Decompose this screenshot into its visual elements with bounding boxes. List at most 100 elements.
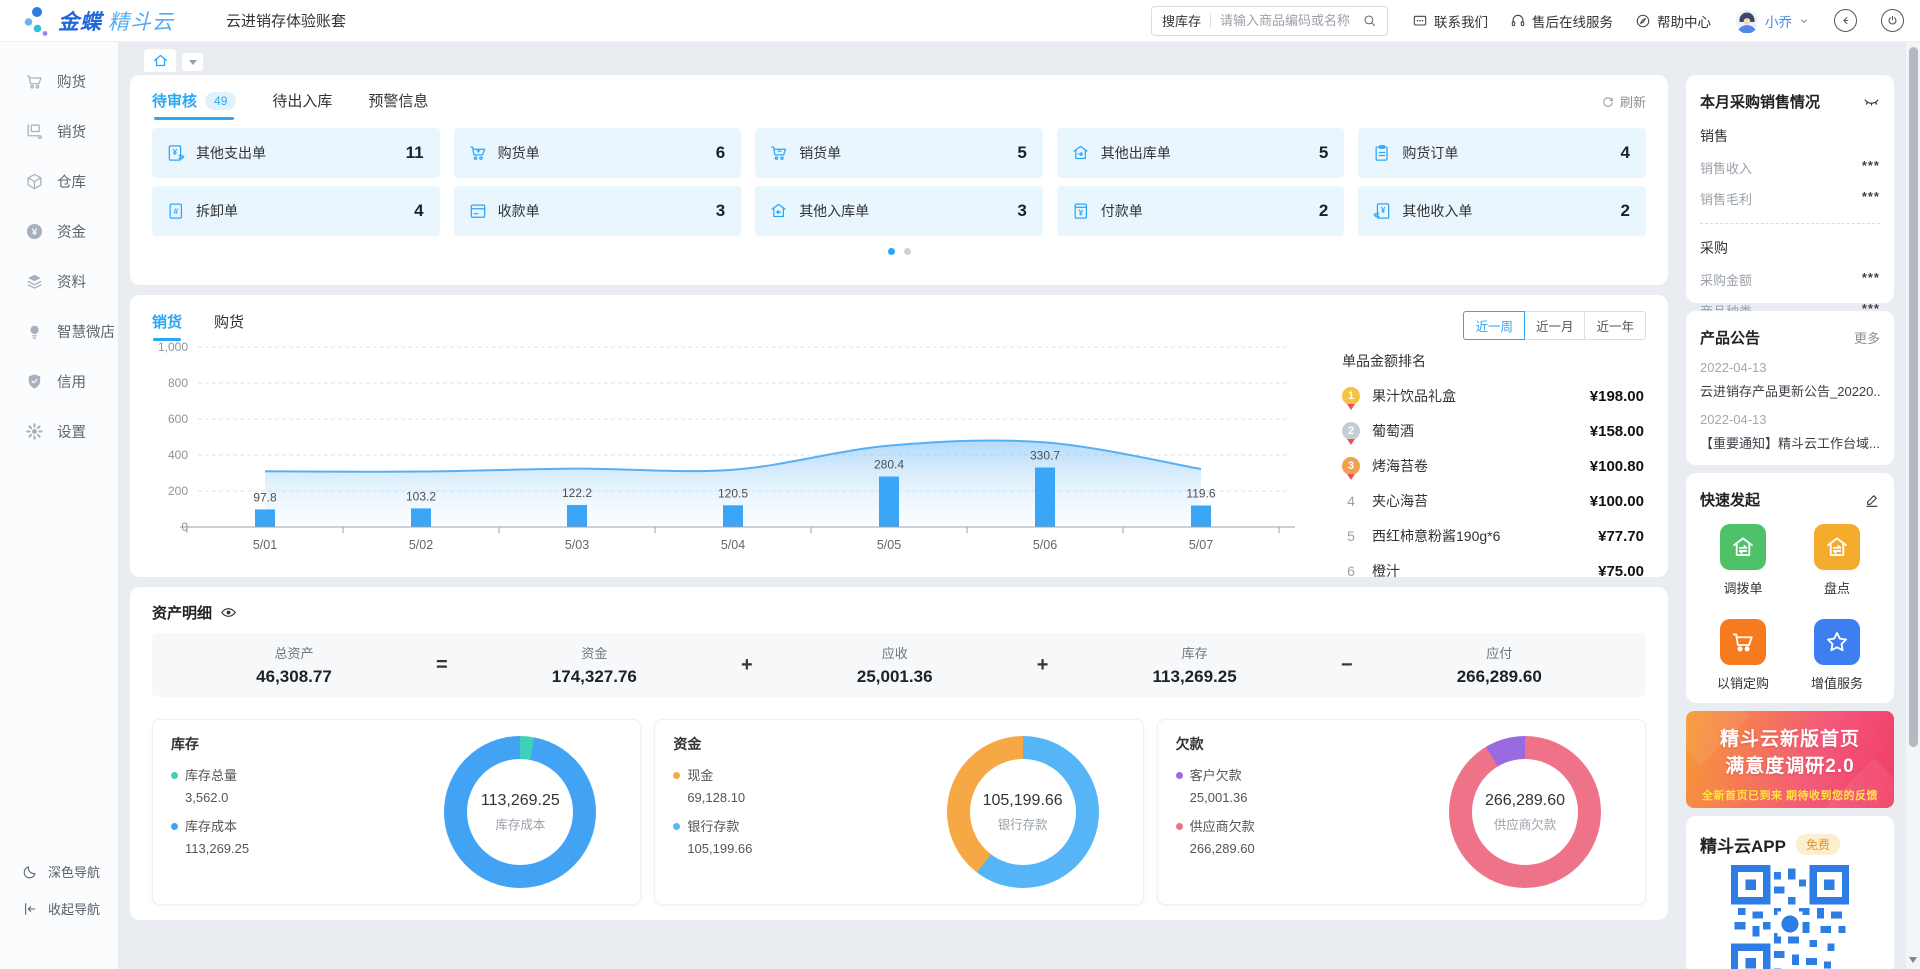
formula-term: 应收25,001.36 — [857, 643, 933, 687]
refresh-button[interactable]: 刷新 — [1601, 92, 1646, 111]
todo-item-yuan-doc-in[interactable]: ¥其他收入单2 — [1358, 186, 1646, 236]
date-range-group: 近一周近一月近一年 — [1463, 311, 1646, 340]
brand-logo[interactable]: 金蝶 精斗云 — [22, 5, 174, 37]
sidebar-item-label: 资料 — [57, 271, 86, 292]
promo-banner[interactable]: 精斗云新版首页 满意度调研2.0 全新首页已到来 期待收到您的反馈 — [1686, 711, 1894, 808]
sidebar-item-label: 销货 — [57, 121, 86, 142]
search-icon[interactable] — [1362, 13, 1377, 28]
collapse-nav-toggle[interactable]: 收起导航 — [0, 899, 100, 918]
logout-button[interactable] — [1881, 9, 1904, 32]
range-button[interactable]: 近一年 — [1584, 311, 1646, 340]
trend-tab[interactable]: 购货 — [214, 311, 244, 341]
todo-tab[interactable]: 待出入库 — [272, 90, 332, 120]
ranking-row[interactable]: 6橙汁¥75.00 — [1342, 561, 1644, 581]
sidebar-item-funds[interactable]: ¥资金 — [0, 206, 118, 256]
sidebar-item-gear[interactable]: 设置 — [0, 406, 118, 456]
header-link-chat[interactable]: 联系我们 — [1412, 11, 1488, 31]
quick-action-盘点[interactable]: 盘点 — [1790, 524, 1884, 597]
svg-text:119.6: 119.6 — [1186, 487, 1215, 501]
refresh-label: 刷新 — [1620, 92, 1646, 111]
header-right: 搜库存 联系我们 售后在线服务 帮助中心 小乔 — [1151, 6, 1904, 36]
todo-item-doc-card[interactable]: 收款单3 — [454, 186, 742, 236]
scrollbar-thumb[interactable] — [1909, 47, 1918, 747]
ranking-row[interactable]: 2葡萄酒¥158.00 — [1342, 421, 1644, 441]
ranking-row[interactable]: 5西红柿意粉酱190g*6¥77.70 — [1342, 526, 1644, 546]
formula-term: 库存113,269.25 — [1153, 643, 1237, 687]
quick-action-调拨单[interactable]: 调拨单 — [1696, 524, 1790, 597]
todo-tab-label: 预警信息 — [368, 90, 428, 111]
product-amount: ¥77.70 — [1598, 528, 1644, 545]
doc-card-icon — [468, 201, 488, 221]
quick-action-以销定购[interactable]: 以销定购 — [1696, 619, 1790, 692]
pagination-dot[interactable] — [888, 248, 895, 255]
user-menu[interactable]: 小乔 — [1735, 9, 1810, 33]
sidebar-item-cart[interactable]: 购货 — [0, 56, 118, 106]
todo-item-yuan-doc-out[interactable]: ¥其他支出单11 — [152, 128, 440, 178]
more-link[interactable]: 更多 — [1854, 328, 1880, 347]
todo-item-doc-yuan[interactable]: ¥付款单2 — [1057, 186, 1345, 236]
ranking-row[interactable]: 1果汁饮品礼盒¥198.00 — [1342, 386, 1644, 406]
power-icon — [1886, 14, 1899, 27]
svg-text:120.5: 120.5 — [718, 486, 748, 500]
dark-nav-toggle[interactable]: 深色导航 — [0, 862, 100, 881]
svg-text:5/04: 5/04 — [721, 538, 745, 552]
house-swap-icon — [1814, 524, 1860, 570]
range-button[interactable]: 近一周 — [1463, 311, 1525, 340]
announcement-link[interactable]: 云进销存产品更新公告_20220... — [1700, 381, 1880, 400]
header-link-help[interactable]: 帮助中心 — [1635, 11, 1711, 31]
ranking-row[interactable]: 3烤海苔卷¥100.80 — [1342, 456, 1644, 476]
search-scope-label[interactable]: 搜库存 — [1162, 11, 1201, 30]
quick-action-增值服务[interactable]: 增值服务 — [1790, 619, 1884, 692]
eye-closed-icon[interactable] — [1863, 93, 1880, 110]
formula-term: 总资产46,308.77 — [256, 643, 332, 687]
sidebar-item-sell[interactable]: 销货 — [0, 106, 118, 156]
sidebar-item-label: 设置 — [57, 421, 86, 442]
product-name: 橙汁 — [1372, 561, 1598, 581]
stat-row: 采购金额*** — [1700, 270, 1880, 289]
search-box[interactable]: 搜库存 — [1151, 6, 1388, 36]
scrollbar-down-arrow[interactable] — [1909, 957, 1917, 963]
todo-tab-label: 待出入库 — [272, 90, 332, 111]
sidebar-item-shield[interactable]: 信用 — [0, 356, 118, 406]
purchase-sales-title: 本月采购销售情况 — [1700, 91, 1820, 112]
user-name: 小乔 — [1765, 11, 1792, 31]
page-tab-home[interactable] — [144, 49, 176, 72]
bulb-icon — [25, 322, 44, 341]
product-name: 果汁饮品礼盒 — [1372, 386, 1590, 406]
todo-item-count: 3 — [716, 201, 725, 221]
todo-tab[interactable]: 待审核49 — [152, 90, 236, 120]
todo-item-cart-minus[interactable]: 销货单5 — [755, 128, 1043, 178]
svg-text:5/07: 5/07 — [1189, 538, 1213, 552]
svg-text:280.4: 280.4 — [874, 458, 904, 472]
ranking-row[interactable]: 4夹心海苔¥100.00 — [1342, 491, 1644, 511]
todo-item-cart-plus[interactable]: 购货单6 — [454, 128, 742, 178]
header-link-headset[interactable]: 售后在线服务 — [1510, 11, 1613, 31]
todo-item-clipboard[interactable]: 购货订单4 — [1358, 128, 1646, 178]
edit-pencil-icon[interactable] — [1864, 492, 1880, 508]
assets-title: 资产明细 — [152, 602, 212, 623]
trend-tab[interactable]: 销货 — [152, 311, 182, 341]
sidebar-item-warehouse[interactable]: 仓库 — [0, 156, 118, 206]
switch-account-button[interactable] — [1834, 9, 1857, 32]
sidebar-item-bulb[interactable]: 智慧微店 — [0, 306, 118, 356]
range-button[interactable]: 近一月 — [1524, 311, 1586, 340]
svg-text:5/01: 5/01 — [253, 538, 277, 552]
trend-tabs: 销货 购货 — [152, 311, 276, 341]
announcement-link[interactable]: 【重要通知】精斗云工作台域... — [1700, 433, 1880, 452]
pagination-dot[interactable] — [904, 248, 911, 255]
todo-item-house-out[interactable]: 其他出库单5 — [1057, 128, 1345, 178]
svg-text:1,000: 1,000 — [158, 341, 188, 354]
headset-icon — [1510, 13, 1526, 29]
sidebar-menu: 购货销货仓库¥资金资料智慧微店信用设置 — [0, 42, 118, 456]
stat-label: 采购金额 — [1700, 270, 1752, 289]
todo-item-doc-hash[interactable]: #拆卸单4 — [152, 186, 440, 236]
todo-item-count: 5 — [1017, 143, 1026, 163]
todo-tab[interactable]: 预警信息 — [368, 90, 428, 120]
svg-text:5/03: 5/03 — [565, 538, 589, 552]
svg-text:5/06: 5/06 — [1033, 538, 1057, 552]
search-input[interactable] — [1220, 13, 1358, 28]
eye-icon[interactable] — [220, 604, 237, 621]
tab-list-dropdown[interactable] — [182, 53, 203, 71]
todo-item-house-in[interactable]: 其他入库单3 — [755, 186, 1043, 236]
sidebar-item-layers[interactable]: 资料 — [0, 256, 118, 306]
